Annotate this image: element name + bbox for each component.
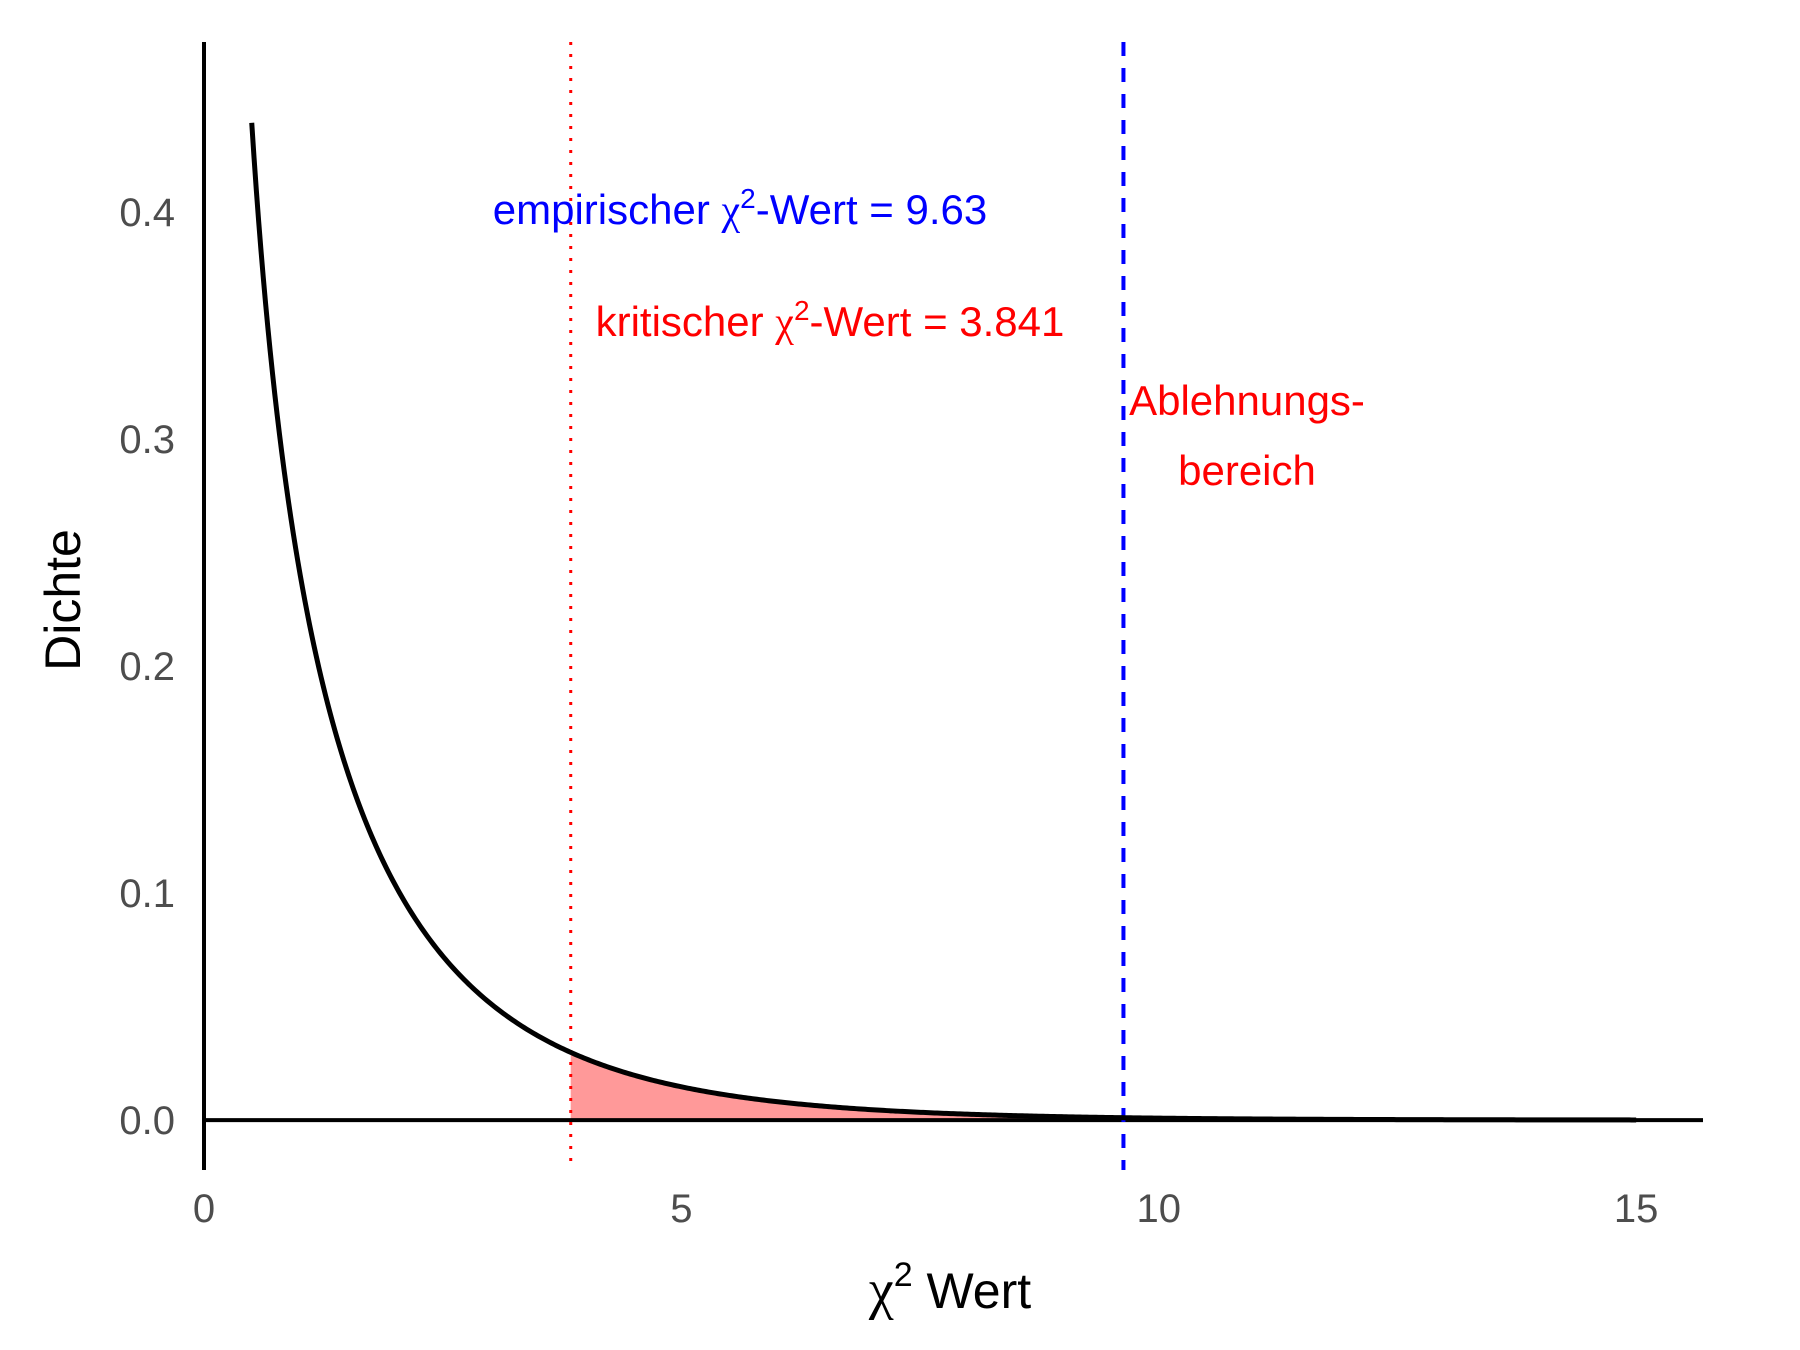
y-axis-title: Dichte <box>35 529 91 671</box>
y-tick-label: 0.1 <box>119 872 175 916</box>
y-tick-label: 0.3 <box>119 418 175 462</box>
critical-label-suffix: -Wert = 3.841 <box>810 298 1065 345</box>
critical-value-label: kritischer χ2-Wert = 3.841 <box>596 295 1065 346</box>
rejection-region-label-line2: bereich <box>1178 447 1316 494</box>
rejection-region-label-line1: Ablehnungs- <box>1129 377 1365 424</box>
empirical-label-suffix: -Wert = 9.63 <box>756 186 988 233</box>
superscript-2: 2 <box>740 183 756 214</box>
chi-symbol: χ <box>721 188 741 234</box>
x-tick-labels: 0 5 10 15 <box>193 1187 1659 1231</box>
x-tick-label: 15 <box>1614 1187 1659 1231</box>
superscript-2: 2 <box>894 1256 913 1294</box>
chi-symbol: χ <box>774 300 794 346</box>
x-axis-title-text: Wert <box>913 1263 1032 1319</box>
empirical-value-label: empirischer χ2-Wert = 9.63 <box>493 183 987 234</box>
y-tick-label: 0.4 <box>119 191 175 235</box>
y-tick-label: 0.2 <box>119 645 175 689</box>
superscript-2: 2 <box>794 295 810 326</box>
critical-label-prefix: kritischer <box>596 298 776 345</box>
x-tick-label: 0 <box>193 1187 215 1231</box>
y-tick-label: 0.0 <box>119 1099 175 1143</box>
x-tick-label: 10 <box>1137 1187 1182 1231</box>
empirical-label-prefix: empirischer <box>493 186 722 233</box>
chi-symbol: χ <box>868 1259 894 1321</box>
x-axis-title: χ2 Wert <box>868 1256 1031 1321</box>
density-curve <box>249 122 1637 1123</box>
rejection-region-area <box>570 1052 1637 1121</box>
x-tick-label: 5 <box>670 1187 692 1231</box>
y-tick-labels: 0.0 0.1 0.2 0.3 0.4 <box>119 191 175 1143</box>
